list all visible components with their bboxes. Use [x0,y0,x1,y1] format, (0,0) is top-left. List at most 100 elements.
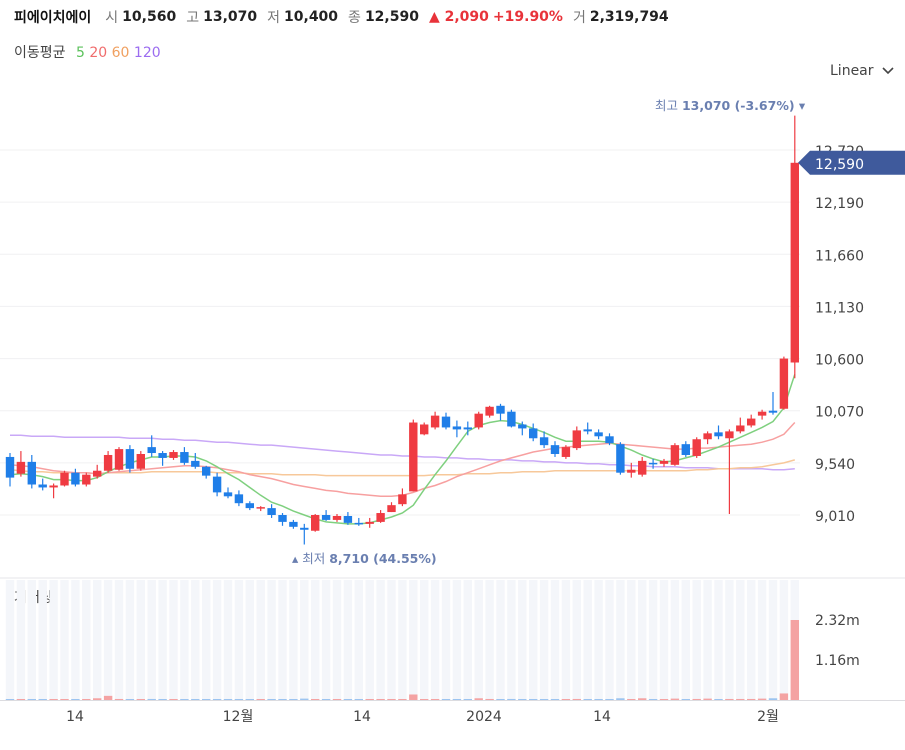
candle-body [572,430,581,449]
candle [561,445,571,459]
candle-body [496,405,505,414]
candle-body [790,162,799,363]
candle-body [616,444,625,473]
candle [114,447,124,471]
ma-60-label: 60 [111,45,130,61]
candle-body [16,461,26,474]
candle-body [430,415,440,428]
volume-bar-bg [125,580,135,700]
candle [420,422,429,436]
candle-body [681,444,690,455]
candle [278,513,287,526]
candle-body [398,494,407,505]
candle-body [289,521,298,527]
volume-bar [27,699,36,700]
volume-bar-bg [627,580,636,700]
volume-bar-bg [703,580,712,700]
volume-bar-bg [343,580,353,700]
candle [223,487,233,499]
volume-bar-bg [191,580,200,700]
volume-bar [5,699,15,700]
volume-bar [496,699,505,700]
volume-bar-bg [747,580,756,700]
volume-bar [692,698,701,700]
volume-bar [463,699,472,700]
volume-bar-bg [561,580,571,700]
volume-bar-bg [648,580,658,700]
volume-bar [245,699,254,700]
candle-body [223,492,233,497]
volume-bar-bg [147,580,156,700]
candle-body [158,453,167,458]
volume-bar-bg [114,580,124,700]
candle [692,437,701,458]
volume-bar [398,699,407,700]
volume-bar [136,699,145,700]
volume-bar [354,699,363,700]
candle [365,517,374,528]
candle-body [202,466,211,476]
scale-toggle[interactable]: Linear [830,63,894,79]
candle-body [27,461,36,485]
volume-bar [594,699,603,700]
volume-bar [180,699,189,700]
candle-body [82,474,91,485]
candle-body [38,484,47,488]
volume-bar [518,699,527,700]
candle [82,472,91,487]
candle-body [463,427,472,430]
candle [616,442,625,475]
candle [398,488,407,507]
candle [539,431,549,449]
volume-bar-bg [300,580,309,700]
volume-bar-bg [180,580,189,700]
volume-bar-bg [212,580,222,700]
ma-5-label: 5 [75,45,85,61]
candle [681,441,690,457]
candle-body [71,472,80,485]
volume-bar-bg [420,580,429,700]
x-tick-label: 14 [593,709,611,725]
candle [202,465,211,479]
candle [463,421,472,436]
ma60-line [9,459,795,477]
high-label: 고 [186,10,200,26]
candle [518,421,527,436]
volume-tick-label: 2.32m [815,613,860,629]
volume-label: 거 [572,10,586,26]
moving-average-legend[interactable]: 이동평균 5 20 60 120 [14,42,161,62]
volume-bar-bg [681,580,690,700]
candle [703,431,712,445]
volume-bar [583,699,592,700]
volume-bar [343,699,353,700]
candle-body [409,422,418,492]
x-tick-label: 2024 [466,709,502,725]
candle-body [93,470,102,477]
candle-body [605,436,614,444]
volume-bar [572,698,581,700]
volume-bar [430,699,440,700]
volume-bar-bg [278,580,287,700]
candle-body [670,445,680,465]
candle [529,423,538,442]
open-value: 10,560 [122,9,177,25]
high-value: 13,070 [203,9,258,25]
volume-bar [616,698,625,700]
volume-bar [485,698,494,700]
volume-bar-bg [245,580,254,700]
candle [191,453,200,469]
candle [332,514,342,522]
candle [311,514,320,532]
volume-bar-bg [71,580,80,700]
change-percent: +19.90% [492,9,563,25]
candle-body [245,503,254,509]
volume-bar-bg [5,580,15,700]
price-tick-label: 11,130 [815,300,864,316]
candle-body [60,472,69,486]
volume-bar [768,698,778,700]
price-tick-label: 12,190 [815,196,864,212]
candle [496,403,505,421]
ma-legend-title: 이동평균 [14,45,66,61]
candle-body [420,424,429,435]
